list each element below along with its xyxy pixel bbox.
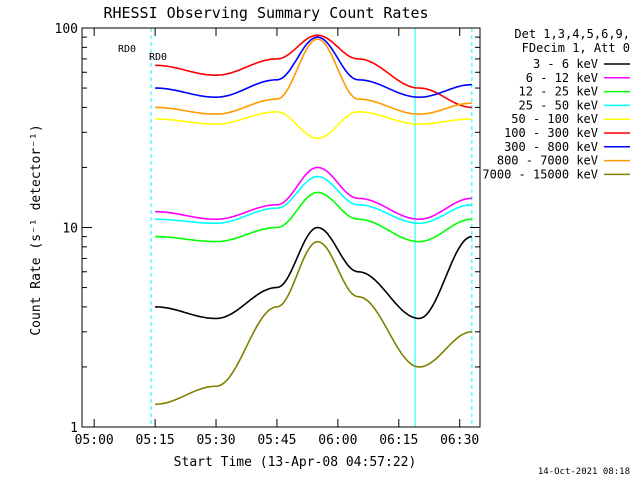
series-line-6 xyxy=(155,36,472,98)
legend-label-4: 50 - 100 keV xyxy=(511,112,598,126)
legend-label-5: 100 - 300 keV xyxy=(504,126,598,140)
annotation-0: RD0 xyxy=(118,44,136,55)
x-tick-label-1: 05:15 xyxy=(136,433,175,448)
y-axis-label: Count Rate (s⁻¹ detector⁻¹) xyxy=(29,124,44,335)
series-line-2 xyxy=(155,191,472,243)
series-line-5 xyxy=(155,34,472,109)
legend-header-line-2: FDecim 1, Att 0 xyxy=(522,41,630,55)
legend-label-3: 25 - 50 keV xyxy=(519,98,598,112)
legend-label-1: 6 - 12 keV xyxy=(526,71,598,85)
series-line-8 xyxy=(155,240,472,406)
timestamp: 14-Oct-2021 08:18 xyxy=(538,467,630,477)
series-line-0 xyxy=(155,226,473,320)
series-line-7 xyxy=(155,38,472,115)
chart-title: RHESSI Observing Summary Count Rates xyxy=(103,4,428,22)
y-tick-label-0: 1 xyxy=(70,421,78,436)
plot-area: 05:00 05:15 05:30 05:45 06:00 06:15 06:30 1 10 10… xyxy=(55,22,481,448)
legend-label-7: 800 - 7000 keV xyxy=(497,154,598,168)
x-axis-label: Start Time (13-Apr-08 04:57:22) xyxy=(174,455,417,470)
series-line-1 xyxy=(155,166,472,220)
legend-header-line-1: Det 1,3,4,5,6,9, xyxy=(514,27,630,41)
legend-label-2: 12 - 25 keV xyxy=(519,85,598,99)
x-tick-label-2: 05:30 xyxy=(196,433,235,448)
legend-label-6: 300 - 800 keV xyxy=(504,140,598,154)
x-tick-label-6: 06:30 xyxy=(440,433,479,448)
y-tick-label-1: 10 xyxy=(62,222,78,237)
legend: Det 1,3,4,5,6,9, FDecim 1, Att 0 3 - 6 k… xyxy=(482,27,630,181)
legend-label-8: 7000 - 15000 keV xyxy=(482,167,598,181)
x-tick-label-3: 05:45 xyxy=(257,433,296,448)
x-tick-label-0: 05:00 xyxy=(75,433,114,448)
series-line-3 xyxy=(155,175,472,225)
y-tick-label-2: 100 xyxy=(55,22,78,37)
series-line-4 xyxy=(155,110,472,140)
legend-label-0: 3 - 6 keV xyxy=(533,57,598,71)
x-tick-label-4: 06:00 xyxy=(318,433,357,448)
x-tick-label-5: 06:15 xyxy=(379,433,418,448)
annotation-1: RD0 xyxy=(149,52,167,63)
